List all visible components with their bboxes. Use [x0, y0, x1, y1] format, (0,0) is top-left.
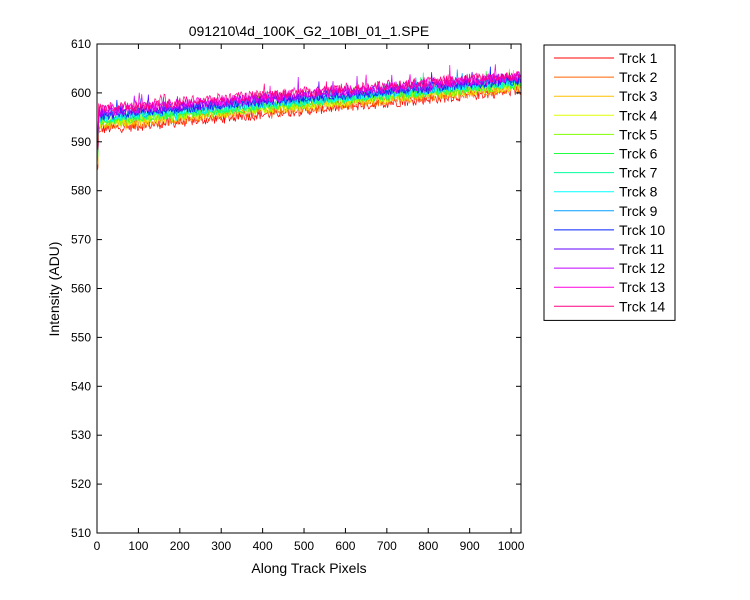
x-tick-label: 200 — [170, 539, 190, 553]
x-tick-label: 100 — [128, 539, 148, 553]
y-tick-label: 540 — [71, 379, 91, 393]
legend-box — [543, 44, 676, 321]
y-tick-label: 560 — [71, 282, 91, 296]
x-tick-label: 400 — [253, 539, 273, 553]
y-tick-label: 530 — [71, 428, 91, 442]
x-axis: 0 100 200 300 400 500 600 700 800 900 1000 — [94, 44, 525, 553]
y-tick-label: 610 — [71, 37, 91, 51]
legend-label-5: Trck 5 — [619, 126, 658, 142]
legend-label-2: Trck 2 — [619, 69, 658, 85]
legend: Trck 1 Trck 2 Trck 3 Trck 4 Trck 5 Trck 6 Trck… — [543, 44, 676, 321]
y-tick-label: 580 — [71, 184, 91, 198]
series-line-14 — [97, 71, 521, 150]
legend-label-8: Trck 8 — [619, 184, 658, 200]
x-axis-title: Along Track Pixels — [251, 560, 366, 576]
x-tick-label: 600 — [335, 539, 355, 553]
legend-label-14: Trck 14 — [619, 298, 665, 314]
y-axis-title: Intensity (ADU) — [46, 242, 62, 337]
y-tick-label: 510 — [71, 526, 91, 540]
y-axis: 510 520 530 540 550 560 570 580 590 600 610 — [71, 37, 521, 540]
x-tick-label: 300 — [211, 539, 231, 553]
x-tick-label: 800 — [418, 539, 438, 553]
y-tick-label: 600 — [71, 86, 91, 100]
x-tick-label: 0 — [94, 539, 101, 553]
x-tick-label: 1000 — [498, 539, 525, 553]
x-tick-label: 700 — [377, 539, 397, 553]
series-line-3 — [97, 81, 521, 169]
x-tick-label: 900 — [460, 539, 480, 553]
plot-area — [96, 43, 522, 534]
legend-label-7: Trck 7 — [619, 165, 658, 181]
series-group — [97, 64, 521, 170]
y-tick-label: 570 — [71, 233, 91, 247]
legend-label-3: Trck 3 — [619, 88, 658, 104]
y-tick-label: 550 — [71, 330, 91, 344]
y-tick-label: 590 — [71, 135, 91, 149]
series-line-13 — [97, 64, 521, 152]
legend-label-1: Trck 1 — [619, 50, 658, 66]
legend-label-12: Trck 12 — [619, 260, 665, 276]
legend-label-10: Trck 10 — [619, 222, 665, 238]
legend-label-11: Trck 11 — [619, 241, 664, 257]
legend-label-6: Trck 6 — [619, 146, 658, 162]
y-tick-label: 520 — [71, 477, 91, 491]
legend-label-9: Trck 9 — [619, 203, 658, 219]
legend-label-13: Trck 13 — [619, 279, 665, 295]
chart-title: 091210\4d_100K_G2_10BI_01_1.SPE — [189, 23, 430, 39]
legend-label-4: Trck 4 — [619, 107, 658, 123]
plot-background — [97, 44, 521, 533]
x-tick-label: 500 — [294, 539, 314, 553]
